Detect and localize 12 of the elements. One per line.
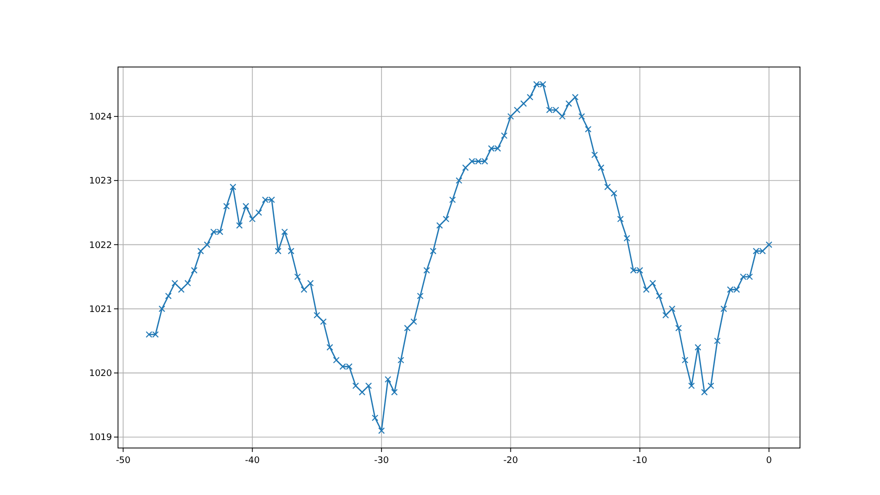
x-tick-label: -10 <box>632 456 648 466</box>
y-tick-label: 1021 <box>89 304 112 315</box>
x-tick-label: -30 <box>374 456 390 466</box>
x-tick-label: -50 <box>116 456 131 466</box>
x-tick-label: 0 <box>766 456 772 466</box>
y-tick-label: 1019 <box>89 433 112 444</box>
x-tick-label: -20 <box>503 456 518 466</box>
y-tick-label: 1020 <box>89 369 112 380</box>
y-tick-label: 1023 <box>89 176 112 187</box>
y-tick-label: 1022 <box>89 240 112 251</box>
x-tick-label: -40 <box>244 456 260 466</box>
y-tick-label: 1024 <box>89 112 112 123</box>
